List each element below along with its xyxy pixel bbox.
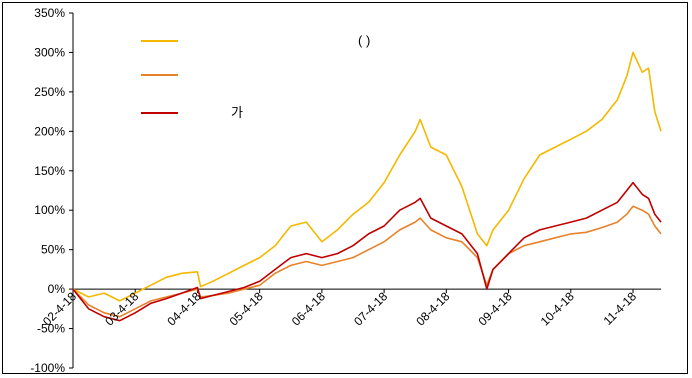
x-tick-label: 06-4-18 <box>289 289 328 328</box>
x-tick-label: 10-4-18 <box>538 289 577 328</box>
line-chart: -100%-50%0%50%100%150%200%250%300%350%02… <box>30 6 662 375</box>
y-tick-label: 300% <box>34 45 65 59</box>
y-tick-label: 50% <box>41 243 65 257</box>
y-tick-label: 250% <box>34 85 65 99</box>
x-tick-label: 11-4-18 <box>601 289 640 328</box>
legend: ( ) 가 <box>141 33 370 120</box>
y-tick-label: -50% <box>37 322 65 336</box>
y-tick-label: 350% <box>34 6 65 20</box>
y-tick-label: 0% <box>48 282 66 296</box>
x-tick-label: 07-4-18 <box>351 289 390 328</box>
y-tick-label: 150% <box>34 164 65 178</box>
y-tick-label: -100% <box>30 361 65 375</box>
x-tick-label: 04-4-18 <box>164 289 203 328</box>
legend-label-2: 가 <box>231 105 243 120</box>
series-lines <box>72 51 662 322</box>
series-line-0 <box>72 51 662 302</box>
x-tick-label: 09-4-18 <box>476 289 515 328</box>
series-line-2 <box>72 181 662 322</box>
legend-label-0: ( ) <box>358 33 370 48</box>
y-tick-label: 200% <box>34 124 65 138</box>
x-tick-label: 05-4-18 <box>227 289 266 328</box>
x-tick-label: 08-4-18 <box>413 289 452 328</box>
y-tick-label: 100% <box>34 203 65 217</box>
chart-frame: -100% -50% 0% 50% 100% 150% 200% 250% 300% 350% 02… <box>2 2 688 375</box>
